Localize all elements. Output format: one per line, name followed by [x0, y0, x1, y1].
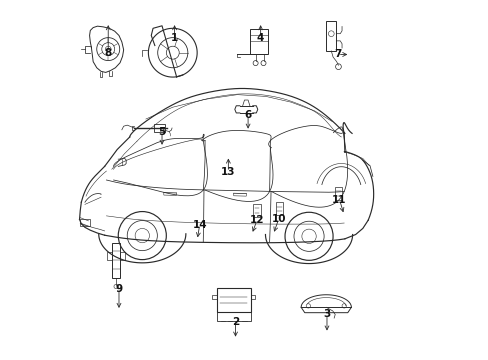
Bar [276, 202, 283, 215]
Text: 14: 14 [192, 220, 206, 230]
Text: 13: 13 [221, 167, 235, 177]
Bar [249, 29, 267, 54]
Text: 7: 7 [333, 49, 341, 59]
Bar [216, 312, 250, 321]
Text: 1: 1 [171, 33, 178, 43]
Text: 9: 9 [115, 284, 122, 294]
Text: 12: 12 [249, 215, 264, 225]
Bar [112, 243, 120, 278]
Bar [154, 125, 164, 132]
Bar [80, 219, 89, 226]
Bar [325, 22, 336, 51]
Text: 2: 2 [231, 317, 239, 327]
Text: 4: 4 [256, 33, 264, 43]
Text: 8: 8 [104, 48, 112, 58]
Bar [216, 288, 250, 312]
Text: 11: 11 [332, 195, 346, 205]
Text: 3: 3 [323, 310, 330, 319]
Bar [334, 187, 341, 200]
Bar [253, 204, 260, 217]
Text: 6: 6 [244, 111, 251, 121]
Text: 10: 10 [271, 215, 285, 224]
Text: 5: 5 [158, 127, 165, 136]
